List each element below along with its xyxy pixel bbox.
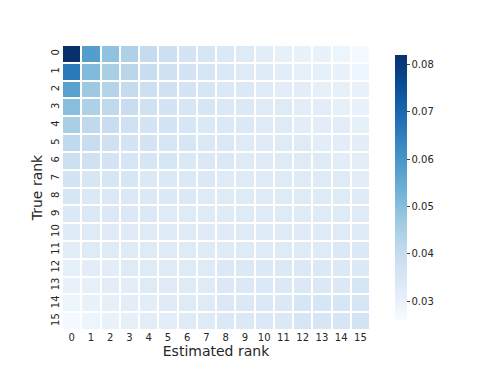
svg-text:0.03: 0.03 <box>412 296 434 307</box>
svg-text:13: 13 <box>50 278 61 291</box>
svg-text:10: 10 <box>258 332 271 343</box>
svg-text:4: 4 <box>50 120 61 126</box>
svg-text:1: 1 <box>50 67 61 73</box>
svg-text:4: 4 <box>145 332 151 343</box>
svg-text:0.08: 0.08 <box>412 59 434 70</box>
svg-text:15: 15 <box>354 332 367 343</box>
svg-text:2: 2 <box>107 332 113 343</box>
svg-text:11: 11 <box>50 242 61 255</box>
svg-text:10: 10 <box>50 224 61 237</box>
svg-text:8: 8 <box>222 332 228 343</box>
svg-text:9: 9 <box>50 210 61 216</box>
svg-text:14: 14 <box>50 295 61 308</box>
svg-text:1: 1 <box>88 332 94 343</box>
svg-text:2: 2 <box>50 85 61 91</box>
svg-text:0.06: 0.06 <box>412 154 434 165</box>
svg-text:11: 11 <box>277 332 290 343</box>
svg-text:14: 14 <box>335 332 348 343</box>
svg-text:0.07: 0.07 <box>412 106 434 117</box>
svg-text:7: 7 <box>203 332 209 343</box>
svg-text:True rank: True rank <box>29 154 45 221</box>
svg-text:7: 7 <box>50 174 61 180</box>
svg-text:Estimated rank: Estimated rank <box>163 343 270 359</box>
svg-text:12: 12 <box>50 260 61 273</box>
svg-text:8: 8 <box>50 192 61 198</box>
svg-text:6: 6 <box>184 332 190 343</box>
svg-text:6: 6 <box>50 156 61 162</box>
svg-text:5: 5 <box>50 138 61 144</box>
svg-text:3: 3 <box>50 103 61 109</box>
svg-text:0.04: 0.04 <box>412 248 434 259</box>
svg-text:0: 0 <box>68 332 74 343</box>
svg-text:5: 5 <box>165 332 171 343</box>
svg-text:12: 12 <box>296 332 309 343</box>
svg-text:9: 9 <box>242 332 248 343</box>
svg-text:0.05: 0.05 <box>412 201 434 212</box>
svg-text:15: 15 <box>50 313 61 326</box>
svg-text:0: 0 <box>50 49 61 55</box>
svg-text:3: 3 <box>126 332 132 343</box>
svg-text:13: 13 <box>316 332 329 343</box>
